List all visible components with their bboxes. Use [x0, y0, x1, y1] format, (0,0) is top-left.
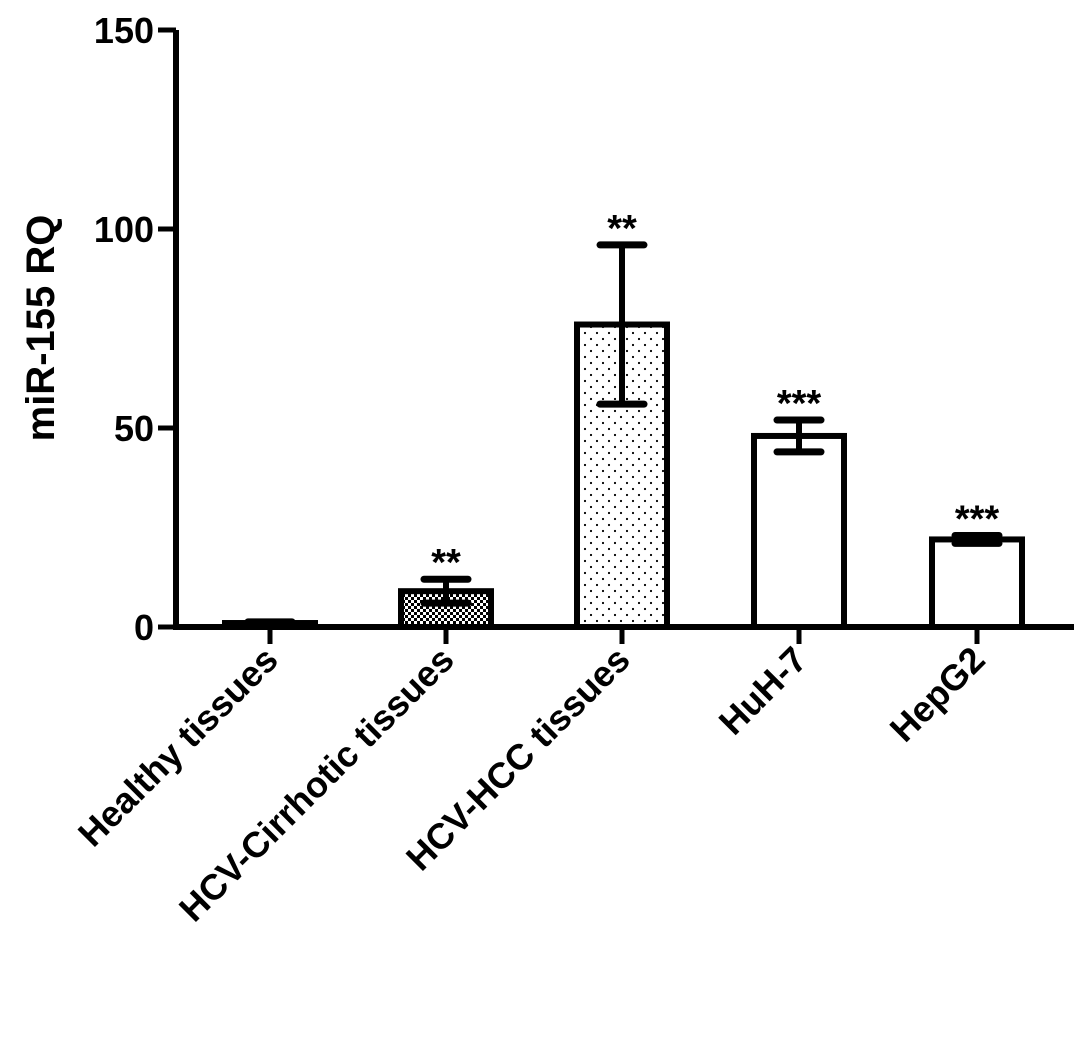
x-tick-label-4: HuH-7: [711, 639, 815, 743]
bar-5: [929, 536, 1025, 630]
significance-label-4: ***: [777, 383, 822, 425]
x-tick-label-5: HepG2: [882, 639, 993, 750]
significance-label-2: **: [431, 542, 461, 584]
y-tick-label-150: 150: [94, 10, 154, 51]
bar-4: [751, 432, 847, 630]
significance-label-5: ***: [955, 498, 1000, 540]
y-tick-label-50: 50: [114, 408, 154, 449]
y-tick-label-0: 0: [134, 607, 154, 648]
significance-label-3: **: [607, 208, 637, 250]
y-tick-label-100: 100: [94, 209, 154, 250]
y-axis-title: miR-155 RQ: [19, 215, 63, 442]
